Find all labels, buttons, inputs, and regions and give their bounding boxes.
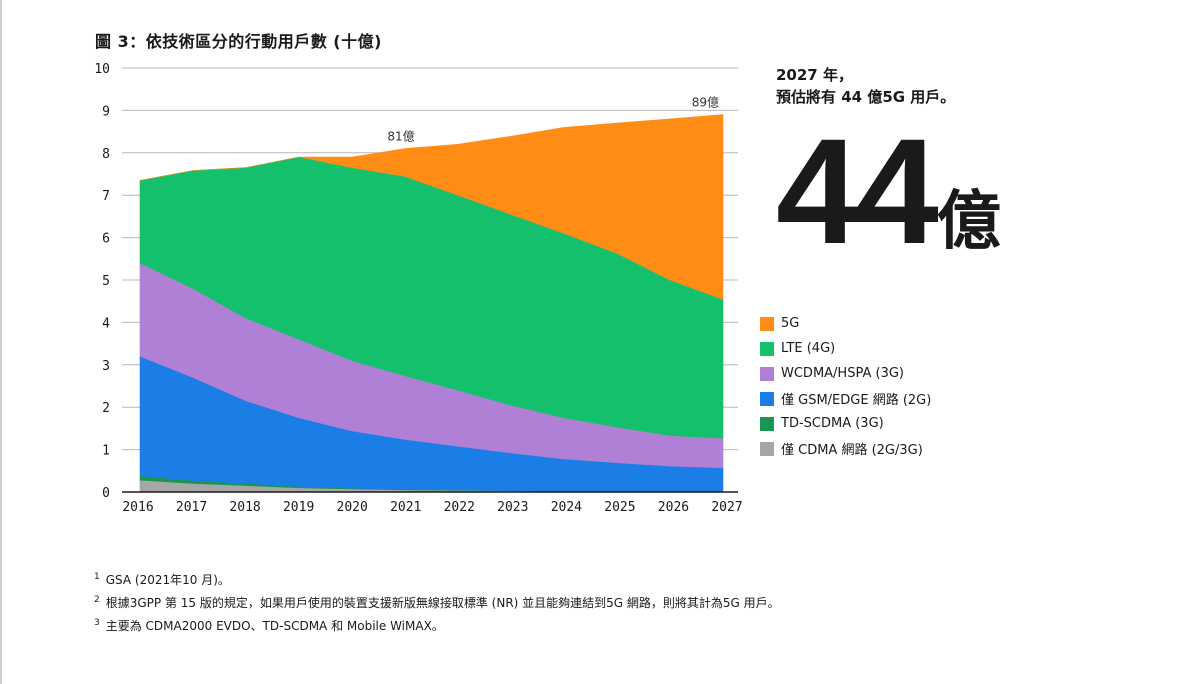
- legend-item: TD-SCDMA (3G): [760, 411, 931, 436]
- legend-label: LTE (4G): [781, 341, 836, 356]
- footnote-text: GSA (2021年10 月)。: [105, 573, 230, 587]
- legend-label: 5G: [781, 316, 800, 331]
- legend-item: 僅 GSM/EDGE 網路 (2G): [760, 386, 931, 411]
- footnotes: 1 GSA (2021年10 月)。 2 根據3GPP 第 15 版的規定，如果用戶使…: [94, 567, 780, 636]
- y-tick-label: 0: [102, 486, 110, 501]
- footnote-text: 根據3GPP 第 15 版的規定，如果用戶使用的裝置支援新版無線接取標準 (NR…: [105, 596, 780, 610]
- y-tick-label: 10: [94, 62, 110, 77]
- legend-swatch: [760, 366, 774, 381]
- y-tick-label: 8: [102, 147, 110, 162]
- y-tick-label: 5: [102, 274, 110, 289]
- footnote: 2 根據3GPP 第 15 版的規定，如果用戶使用的裝置支援新版無線接取標準 (N…: [94, 590, 780, 613]
- callout-big-number: 44億: [776, 116, 1001, 296]
- callout-line-2: 預估將有 44 億5G 用戶。: [776, 88, 956, 106]
- legend-swatch: [760, 441, 774, 456]
- y-tick-label: 1: [102, 444, 110, 459]
- legend-item: WCDMA/HSPA (3G): [760, 361, 931, 386]
- data-label: 89億: [692, 96, 719, 110]
- legend-item: 僅 CDMA 網路 (2G/3G): [760, 436, 931, 461]
- area-series: [139, 114, 724, 493]
- legend-swatch: [760, 316, 774, 331]
- y-tick-label: 3: [102, 359, 110, 374]
- footnote: 3 主要為 CDMA2000 EVDO、TD-SCDMA 和 Mobile WiM…: [94, 613, 780, 636]
- figure-title: 圖 3：依技術區分的行動用戶數 (十億): [95, 32, 382, 51]
- callout-text: 2027 年， 預估將有 44 億5G 用戶。: [776, 64, 955, 108]
- page-edge-line: [0, 0, 2, 684]
- x-tick-label: 2022: [444, 500, 475, 515]
- y-tick-label: 4: [102, 316, 110, 331]
- area-series-band: [139, 114, 724, 300]
- legend-swatch: [760, 416, 774, 431]
- footnote-number: 1: [94, 572, 100, 582]
- x-tick-label: 2017: [176, 500, 207, 515]
- y-tick-label: 2: [102, 401, 110, 416]
- legend-item: 5G: [760, 311, 931, 336]
- x-tick-label: 2021: [390, 500, 421, 515]
- axes: 0 1 2 3 4 5 6 7 8 9 10 2016 2017 2018 2019 2020 2021 2022…: [94, 62, 742, 515]
- footnote-number: 2: [94, 595, 100, 605]
- legend-label: 僅 GSM/EDGE 網路 (2G): [781, 393, 932, 408]
- legend-swatch: [760, 391, 774, 406]
- callout-line-1: 2027 年，: [776, 66, 853, 84]
- x-tick-label: 2023: [497, 500, 528, 515]
- footnote: 1 GSA (2021年10 月)。: [94, 567, 780, 590]
- x-tick-label: 2024: [551, 500, 582, 515]
- y-tick-label: 6: [102, 232, 110, 247]
- x-tick-label: 2018: [229, 500, 260, 515]
- legend-label: TD-SCDMA (3G): [781, 416, 884, 431]
- x-tick-label: 2020: [337, 500, 368, 515]
- y-tick-label: 7: [102, 189, 110, 204]
- annotations: 81億 89億: [387, 96, 719, 144]
- x-tick-label: 2025: [604, 500, 635, 515]
- footnote-text: 主要為 CDMA2000 EVDO、TD-SCDMA 和 Mobile WiMA…: [105, 619, 444, 633]
- big-number-unit: 億: [936, 185, 1001, 257]
- legend-swatch: [760, 341, 774, 356]
- x-tick-label: 2026: [658, 500, 689, 515]
- x-tick-label: 2019: [283, 500, 314, 515]
- legend-item: LTE (4G): [760, 336, 931, 361]
- chart-legend: 5G LTE (4G) WCDMA/HSPA (3G) 僅 GSM/EDGE 網路 (…: [760, 311, 931, 461]
- legend-label: WCDMA/HSPA (3G): [781, 366, 904, 381]
- data-label: 81億: [387, 130, 414, 144]
- y-tick-label: 9: [102, 104, 110, 119]
- x-tick-label: 2016: [122, 500, 153, 515]
- big-number: 44: [776, 107, 939, 275]
- legend-label: 僅 CDMA 網路 (2G/3G): [781, 443, 923, 458]
- footnote-number: 3: [94, 618, 100, 628]
- x-tick-label: 2027: [711, 500, 742, 515]
